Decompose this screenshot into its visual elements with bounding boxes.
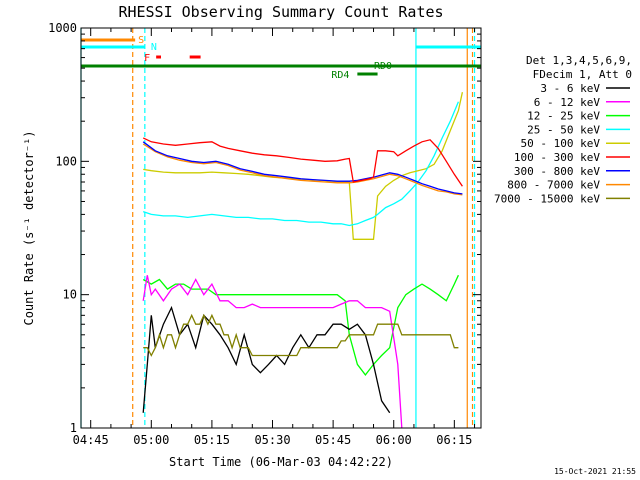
legend-label-7000-15000-kev: 7000 - 15000 keV: [494, 192, 600, 205]
series-line-50-100-kev: [143, 92, 464, 240]
legend-label-25-50-kev: 25 - 50 keV: [527, 123, 600, 136]
y-tick-label-100: 100: [55, 154, 77, 168]
series-line-100-300-kev: [142, 137, 463, 187]
flag-label-rd4: RD4: [331, 70, 349, 81]
x-tick-label-04-45: 04:45: [73, 433, 109, 447]
legend-label-800-7000-kev: 800 - 7000 keV: [507, 179, 600, 192]
x-tick-label-05-15: 05:15: [194, 433, 230, 447]
series-line-12-25-kev: [142, 274, 459, 376]
flag-label-rd0: RD0: [374, 61, 392, 72]
y-tick-label-1000: 1000: [48, 21, 77, 35]
series-line-300-800-kev: [142, 141, 463, 195]
y-tick-label-1: 1: [70, 421, 77, 435]
x-tick-label-05-00: 05:00: [133, 433, 169, 447]
legend-label-100-300-kev: 100 - 300 keV: [514, 151, 600, 164]
axis-ticks: 04:45 05:00 05:15 05:30 05:45 06:00 06:15 1 10 10…: [48, 21, 481, 447]
plot-frame: [80, 27, 482, 429]
generation-timestamp: 15-Oct-2021 21:55: [554, 467, 636, 476]
flag-label-n: N: [151, 42, 157, 53]
flag-bars: SNF RD0 RD4: [81, 35, 481, 81]
series-line-3-6-kev: [142, 305, 391, 414]
series-line-800-7000-kev: [142, 143, 463, 196]
flag-label-f: F: [144, 53, 150, 64]
x-tick-label-06-15: 06:15: [436, 433, 472, 447]
legend-header-line-1: Det 1,3,4,5,6,9,: [526, 54, 632, 67]
legend-label-12-25-kev: 12 - 25 keV: [527, 110, 600, 123]
legend-label-50-100-kev: 50 - 100 keV: [521, 137, 601, 150]
x-tick-label-05-45: 05:45: [315, 433, 351, 447]
series-lines: [142, 92, 464, 429]
y-axis-label: Count Rate (s⁻¹ detector⁻¹): [22, 130, 36, 325]
x-axis-label: Start Time (06-Mar-03 04:42:22): [169, 455, 393, 469]
flag-label-s: S: [138, 35, 144, 46]
legend: Det 1,3,4,5,6,9, FDecim 1, Att 0 3 - 6 k…: [494, 54, 632, 205]
x-tick-label-05-30: 05:30: [254, 433, 290, 447]
vertical-markers: [80, 28, 476, 428]
series-line-6-12-kev: [142, 275, 403, 429]
series-line-25-50-kev: [142, 101, 460, 227]
legend-label-6-12-kev: 6 - 12 keV: [534, 96, 601, 109]
legend-label-300-800-kev: 300 - 800 keV: [514, 165, 600, 178]
series-line-7000-15000-kev: [143, 313, 459, 357]
chart-title: RHESSI Observing Summary Count Rates: [118, 3, 443, 21]
legend-label-3-6-kev: 3 - 6 keV: [540, 82, 600, 95]
legend-header-line-2: FDecim 1, Att 0: [533, 68, 632, 81]
y-tick-label-10: 10: [63, 288, 77, 302]
x-tick-label-06-00: 06:00: [376, 433, 412, 447]
